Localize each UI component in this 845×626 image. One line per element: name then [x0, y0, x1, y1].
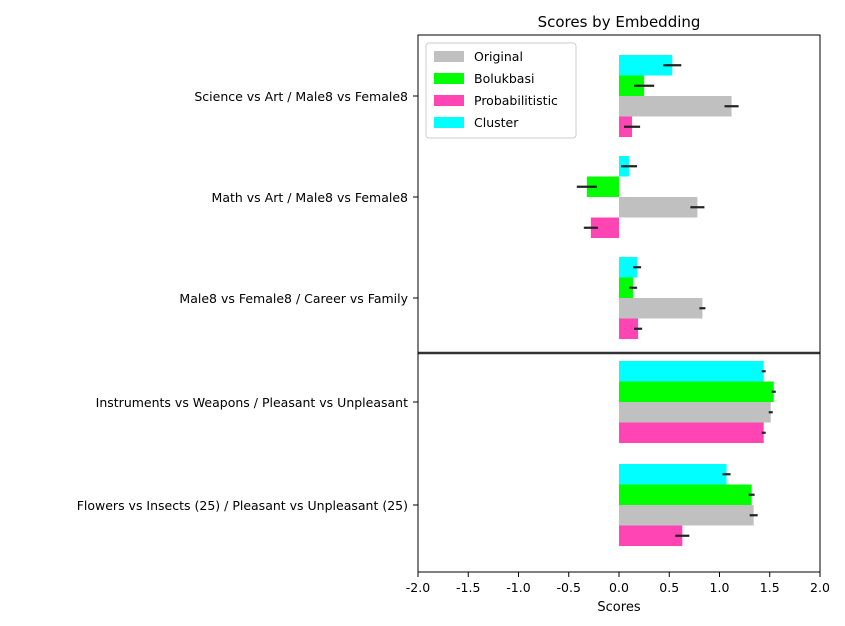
bar-cluster [619, 55, 673, 76]
x-tick-label: -1.0 [506, 580, 530, 595]
chart-title: Scores by Embedding [538, 13, 701, 31]
bar-probabilitistic [590, 217, 619, 238]
error-bars-layer [576, 64, 776, 537]
legend: Original Bolukbasi Probabilitistic Cluster [425, 42, 577, 139]
bar-original [619, 298, 703, 319]
bar-probabilitistic [619, 422, 764, 443]
legend-label-bolukbasi: Bolukbasi [474, 71, 534, 86]
x-tick-label: 1.5 [760, 580, 780, 595]
x-axis-label: Scores [597, 600, 640, 615]
y-tick-label: Science vs Art / Male8 vs Female8 [194, 89, 408, 104]
bar-cluster [619, 257, 638, 278]
x-tick-label: -1.5 [456, 580, 480, 595]
y-tick-label: Instruments vs Weapons / Pleasant vs Unp… [96, 395, 408, 410]
bar-probabilitistic [619, 525, 683, 546]
legend-label-original: Original [474, 49, 523, 64]
y-tick-label: Flowers vs Insects (25) / Pleasant vs Un… [77, 498, 408, 513]
legend-box [425, 42, 577, 139]
bar-probabilitistic [619, 318, 639, 339]
legend-label-cluster: Cluster [474, 115, 519, 130]
bar-bolukbasi [619, 484, 752, 505]
x-tick-label: -0.5 [557, 580, 581, 595]
legend-swatch-cluster [434, 117, 464, 128]
legend-swatch-probabilitistic [434, 95, 464, 106]
bar-cluster [619, 361, 764, 382]
bar-original [619, 197, 698, 218]
legend-swatch-original [434, 51, 464, 62]
bar-original [619, 402, 771, 423]
bar-bolukbasi [619, 75, 645, 96]
x-tick-label: 0.5 [659, 580, 679, 595]
bars-layer [586, 55, 774, 546]
legend-swatch-bolukbasi [434, 73, 464, 84]
x-tick-label: 2.0 [810, 580, 830, 595]
y-axis: Science vs Art / Male8 vs Female8 Math vs… [77, 89, 418, 513]
bar-bolukbasi [586, 176, 619, 197]
y-tick-label: Math vs Art / Male8 vs Female8 [212, 190, 408, 205]
bar-bolukbasi [619, 381, 774, 402]
x-tick-label: 1.0 [710, 580, 730, 595]
x-tick-label: 0.0 [609, 580, 629, 595]
y-tick-label: Male8 vs Female8 / Career vs Family [179, 291, 408, 306]
x-tick-label: -2.0 [406, 580, 430, 595]
bar-cluster [619, 464, 727, 485]
x-axis: -2.0 -1.5 -1.0 -0.5 0.0 0.5 1.0 1.5 2.0 [406, 572, 830, 595]
bar-original [619, 96, 732, 117]
bar-bolukbasi [619, 277, 634, 298]
legend-label-probabilitistic: Probabilitistic [474, 93, 558, 108]
bar-original [619, 505, 754, 526]
